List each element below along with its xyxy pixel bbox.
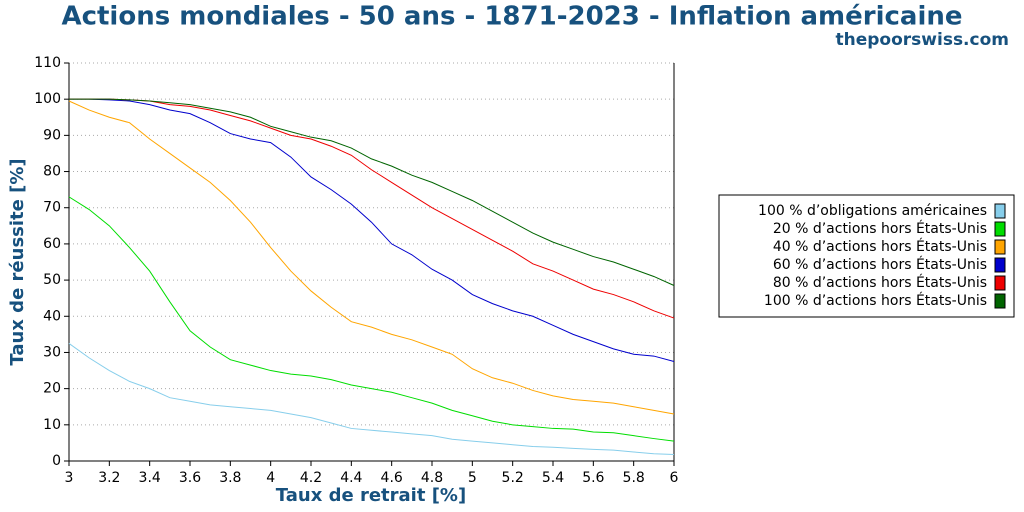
x-tick-label: 5.6 xyxy=(582,470,604,486)
x-tick-label: 5 xyxy=(468,470,477,486)
x-tick-label: 6 xyxy=(670,470,679,486)
legend-swatch xyxy=(994,293,1006,309)
y-tick-label: 80 xyxy=(43,164,61,180)
legend-label: 60 % d’actions hors États-Unis xyxy=(773,256,987,273)
x-tick-label: 4.4 xyxy=(340,470,362,486)
y-tick-label: 30 xyxy=(43,344,61,360)
chart-subtitle: thepoorswiss.com xyxy=(836,30,1010,50)
x-tick-label: 3.4 xyxy=(139,470,161,486)
legend-swatch xyxy=(994,221,1006,237)
series-line xyxy=(68,343,675,455)
x-tick-label: 5.4 xyxy=(542,470,564,486)
x-tick-label: 4.6 xyxy=(381,470,403,486)
x-tick-label: 3.2 xyxy=(98,470,120,486)
y-tick-label: 110 xyxy=(34,55,61,71)
series-line xyxy=(69,98,675,286)
y-tick-label: 70 xyxy=(43,200,61,216)
legend-swatch xyxy=(994,257,1006,273)
y-tick-label: 0 xyxy=(52,453,61,469)
x-tick-label: 3 xyxy=(65,470,74,486)
legend-label: 20 % d’actions hors États-Unis xyxy=(773,220,987,237)
x-tick-label: 5.8 xyxy=(623,470,645,486)
legend-swatch xyxy=(994,275,1006,291)
y-tick-label: 50 xyxy=(43,272,61,288)
legend-box xyxy=(718,194,1015,318)
x-tick-label: 3.6 xyxy=(179,470,201,486)
legend-label: 100 % d’actions hors États-Unis xyxy=(764,292,987,309)
y-tick-label: 100 xyxy=(34,91,61,107)
legend-label: 80 % d’actions hors États-Unis xyxy=(773,274,987,291)
y-tick-label: 90 xyxy=(43,127,61,143)
x-tick-label: 5.2 xyxy=(502,470,524,486)
legend-label: 40 % d’actions hors États-Unis xyxy=(773,238,987,255)
x-tick-label: 4.2 xyxy=(300,470,322,486)
chart-title: Actions mondiales - 50 ans - 1871-2023 -… xyxy=(61,2,962,32)
legend-swatch xyxy=(994,203,1006,219)
y-tick-label: 40 xyxy=(43,308,61,324)
legend-label: 100 % d’obligations américaines xyxy=(758,203,987,219)
legend-swatch xyxy=(994,239,1006,255)
y-axis-label: Taux de réussite [%] xyxy=(7,158,28,365)
y-tick-label: 60 xyxy=(43,236,61,252)
series-line xyxy=(68,100,675,415)
series-line xyxy=(69,98,675,362)
series-line xyxy=(69,98,675,319)
x-axis-label: Taux de retrait [%] xyxy=(276,485,466,506)
x-tick-label: 4 xyxy=(266,470,275,486)
x-tick-label: 3.8 xyxy=(219,470,241,486)
x-tick-label: 4.8 xyxy=(421,470,443,486)
y-tick-label: 20 xyxy=(43,381,61,397)
series-line xyxy=(68,196,675,442)
y-tick-label: 10 xyxy=(43,417,61,433)
